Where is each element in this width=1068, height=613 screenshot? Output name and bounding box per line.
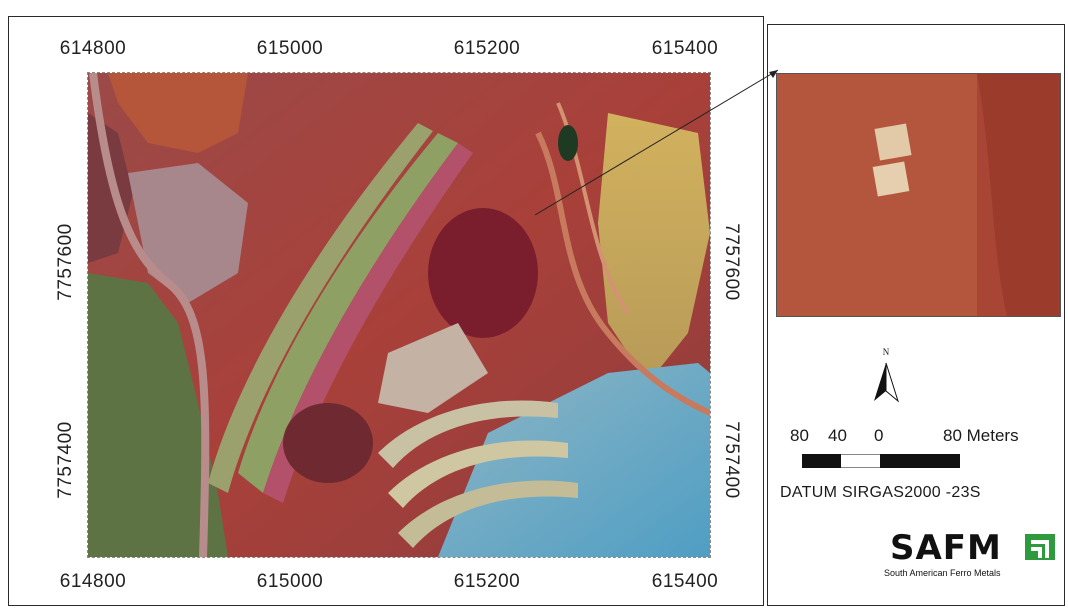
x-tick-bottom: 615200 xyxy=(453,571,521,592)
scale-bar xyxy=(802,454,960,468)
x-tick-bottom: 614800 xyxy=(59,571,127,592)
x-tick-top: 614800 xyxy=(59,38,127,59)
scale-label: 40 xyxy=(828,426,847,445)
scale-label: 0 xyxy=(874,426,884,445)
logo-wordmark: SAFM xyxy=(890,528,1002,568)
satellite-map-image xyxy=(87,72,711,558)
datum-label: DATUM SIRGAS2000 -23S xyxy=(780,484,981,501)
logo-tagline: South American Ferro Metals xyxy=(884,568,1001,578)
y-tick-left: 7757400 xyxy=(55,421,76,499)
inset-detail-image xyxy=(776,73,1061,317)
scale-label: 80 xyxy=(790,426,809,445)
x-tick-bottom: 615400 xyxy=(651,571,719,592)
x-tick-bottom: 615000 xyxy=(256,571,324,592)
x-tick-top: 615200 xyxy=(453,38,521,59)
scale-label: 80 Meters xyxy=(943,426,1019,445)
y-tick-right: 7757600 xyxy=(721,223,742,301)
y-tick-left: 7757600 xyxy=(55,223,76,301)
x-tick-top: 615400 xyxy=(651,38,719,59)
y-tick-right: 7757400 xyxy=(721,421,742,499)
x-tick-top: 615000 xyxy=(256,38,324,59)
logo-mark-icon xyxy=(1025,534,1055,560)
scale-labels: 80 40 0 80 Meters xyxy=(790,426,1050,450)
safm-logo: SAFM South American Ferro Metals xyxy=(880,528,1060,584)
north-label: N xyxy=(883,347,890,357)
north-arrow-icon: N xyxy=(874,347,899,403)
